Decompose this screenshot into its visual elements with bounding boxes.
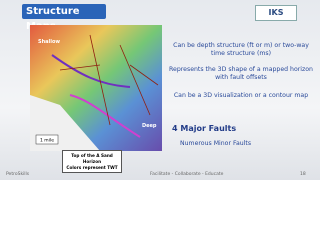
- caption-line: Top of the A Sand Horizon: [71, 153, 113, 164]
- subheading: Numerous Minor Faults: [180, 140, 252, 147]
- heading: 4 Major Faults: [172, 124, 237, 133]
- page-number: 18: [300, 172, 306, 177]
- map-caption: Top of the A Sand Horizon Colors represe…: [62, 150, 122, 173]
- caption-line: Colors represent TWT: [66, 165, 118, 170]
- logo: IKS: [255, 5, 297, 21]
- footer-left: PetroSkills: [6, 172, 30, 177]
- slide-title: Structure Maps: [22, 4, 106, 32]
- map-label: Shallow: [38, 39, 60, 45]
- structure-map: Shallow Deep 1 mile: [30, 25, 162, 151]
- bullet: Can be depth structure (ft or m) or two-…: [173, 42, 309, 57]
- footer: PetroSkills Facilitate - Collaborate - E…: [0, 170, 320, 180]
- scale-label: 1 mile: [40, 138, 54, 144]
- slide: Structure Maps IKS Shallow Deep 1 mile T…: [0, 0, 320, 180]
- bullet: Can be a 3D visualization or a contour m…: [173, 92, 309, 99]
- bullet: Represents the 3D shape of a mapped hori…: [169, 66, 313, 81]
- footer-center: Facilitate - Collaborate - Educate: [150, 172, 224, 177]
- map-label: Deep: [142, 123, 157, 129]
